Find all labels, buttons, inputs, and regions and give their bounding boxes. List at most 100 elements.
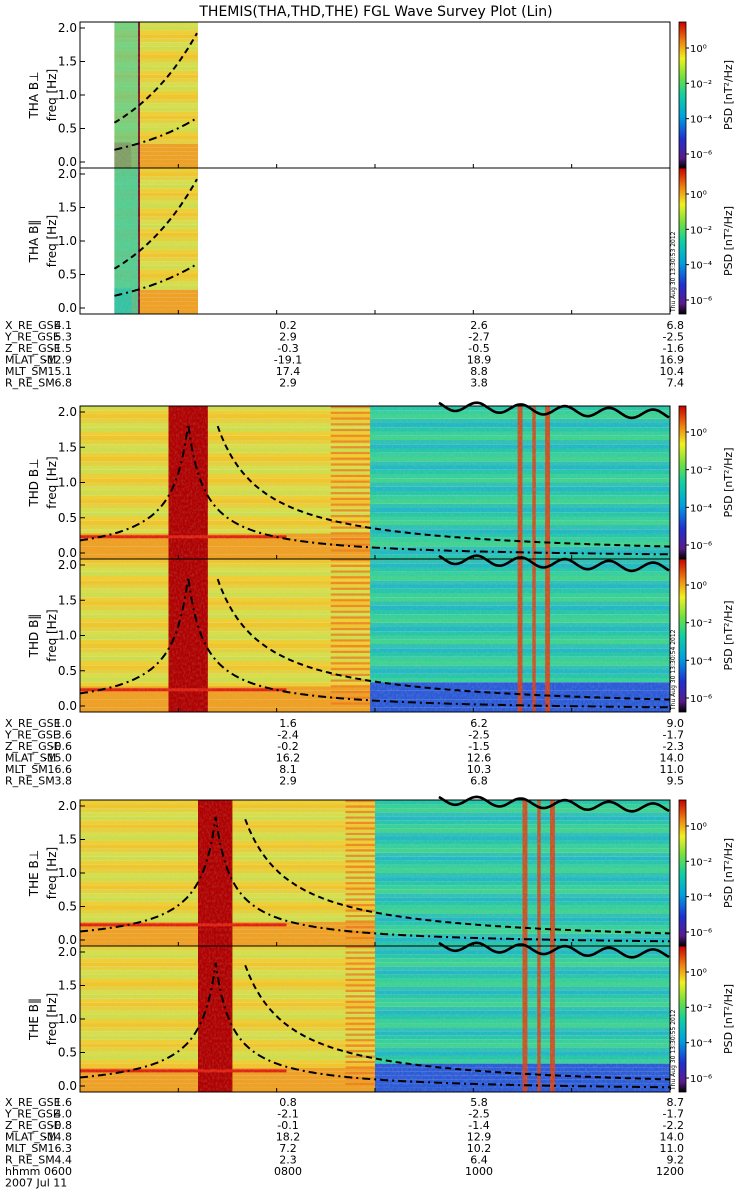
ephemeris-value: 6.8 (667, 319, 685, 332)
time-row-label: hhmm (5, 1165, 40, 1178)
colorbar-tick-label: 10⁻² (690, 1003, 712, 1014)
ephemeris-value: 4.4 (55, 1154, 73, 1167)
ephemeris-value: 2.9 (279, 775, 297, 788)
colorbar-label: PSD [nT²/Hz] (722, 447, 735, 517)
ephemeris-value: -2.4 (277, 729, 298, 742)
colorbar-tick-label: 10⁰ (690, 968, 707, 979)
date-label: 2007 Jul 11 (5, 1177, 67, 1190)
colorbar-tick-label: 10⁻⁴ (690, 115, 712, 126)
y-tick-label: 1.5 (58, 833, 77, 847)
ephemeris-value: 12.6 (467, 752, 492, 765)
ephemeris-label: Y_RE_GSE (4, 729, 60, 742)
y-tick-label: 0.0 (58, 933, 77, 947)
ephemeris-value: -1.5 (468, 740, 489, 753)
fce-half-curve (113, 178, 198, 270)
ephemeris-label: MLAT_SM (5, 752, 56, 765)
ephemeris-value: 5.8 (470, 1096, 488, 1109)
ephemeris-label: Z_RE_GSE (5, 740, 61, 753)
ephemeris-label: MLT_SM (5, 1142, 48, 1155)
y-tick-label: 1.5 (58, 979, 77, 993)
probe-the: 2.0 1.5 1.0 0.5 0.0 THE B⊥ freq [Hz] 2.0 1.5 1.0 0… (4, 795, 735, 1167)
y-tick-label: 0.0 (58, 546, 77, 560)
colorbar-tick-label: 10⁻² (690, 619, 712, 630)
colorbar-tick-label: 10⁻⁶ (690, 296, 712, 307)
colorbar (678, 945, 687, 1093)
colorbar-tick-label: 10⁻⁴ (690, 893, 712, 904)
colorbar-tick-label: 10⁻⁶ (690, 928, 712, 939)
y-tick-label: 2.0 (58, 405, 77, 419)
ephemeris-value: 0.8 (279, 1096, 297, 1109)
y-tick-label: 1.0 (58, 88, 77, 102)
ephemeris-value: 16.3 (48, 1142, 73, 1155)
ephemeris-value: 14.0 (660, 1131, 685, 1144)
ephemeris-value: -2.5 (468, 1108, 489, 1121)
y-tick-label: 2.0 (58, 21, 77, 35)
axis-label: freq [Hz] (45, 609, 59, 661)
time-axis: hhmm 0600 0800 1000 1200 2007 Jul 11 (5, 1165, 684, 1190)
colorbar-tick-label: 10⁻⁴ (690, 656, 712, 667)
ephemeris-value: 16.2 (276, 752, 301, 765)
ephemeris-value: 1.6 (279, 717, 297, 730)
y-tick-label: 1.5 (58, 593, 77, 607)
colorbar-label: PSD [nT²/Hz] (722, 838, 735, 908)
ephemeris-label: Y_RE_GSE (4, 1108, 60, 1121)
ephemeris-value: 8.1 (279, 763, 297, 776)
colorbar-tick-label: 10⁻⁶ (690, 150, 712, 161)
y-tick-label: 1.0 (58, 234, 77, 248)
colorbar-tick-label: 10⁻⁶ (690, 541, 712, 552)
ephemeris-value: -19.1 (274, 354, 302, 367)
colorbar (678, 558, 687, 713)
ephemeris-value: 7.4 (667, 377, 685, 390)
colorbar-label: PSD [nT²/Hz] (722, 984, 735, 1054)
ephemeris-value: 4.0 (55, 1108, 73, 1121)
ephemeris-value: -1.4 (468, 1119, 489, 1132)
ephemeris-label: R_RE_SM (5, 1154, 55, 1167)
ephemeris-value: 6.4 (470, 1154, 488, 1167)
ephemeris-value: -2.2 (663, 1119, 684, 1132)
colorbar (678, 167, 687, 315)
colorbar-tick-label: 10⁻² (690, 79, 712, 90)
ephemeris-value: 2.9 (279, 377, 297, 390)
ephemeris-value: 3.8 (470, 377, 488, 390)
y-tick-label: 0.5 (58, 268, 77, 282)
axis-label: freq [Hz] (45, 69, 59, 121)
ephemeris-value: 18.2 (276, 1131, 301, 1144)
ephemeris-value: -1.5 (51, 342, 72, 355)
ephemeris-value: -2.5 (663, 331, 684, 344)
ephemeris-value: -2.7 (468, 331, 489, 344)
psd-texture (80, 559, 670, 712)
colorbar-label: PSD [nT²/Hz] (722, 600, 735, 670)
y-tick-label: 2.0 (58, 558, 77, 572)
ephemeris-value: 9.5 (667, 775, 685, 788)
fce-half-curve (216, 425, 671, 548)
ephemeris-value: 3.6 (55, 729, 73, 742)
axis-label: freq [Hz] (45, 456, 59, 508)
ephemeris-value: 8.8 (470, 365, 488, 378)
y-tick-label: 0.5 (58, 1046, 77, 1060)
ephemeris-label: Y_RE_GSE (4, 331, 60, 344)
ephemeris-label: MLAT_SM (5, 354, 56, 367)
colorbar (678, 799, 687, 947)
colorbar-tick-label: 10⁻² (690, 466, 712, 477)
ephemeris-value: -2.1 (277, 1108, 298, 1121)
y-tick-label: 1.0 (58, 629, 77, 643)
ephemeris-value: 2.6 (470, 319, 488, 332)
psd-texture (80, 406, 670, 559)
y-tick-label: 0.5 (58, 900, 77, 914)
ephemeris-value: 4.1 (55, 319, 73, 332)
colorbar-label: PSD [nT²/Hz] (722, 60, 735, 130)
y-tick-label: 0.5 (58, 122, 77, 136)
colorbar-tick-label: 10⁻² (690, 857, 712, 868)
colorbar-tick-label: 10⁻⁴ (690, 261, 712, 272)
ephemeris-label: R_RE_SM (5, 377, 55, 390)
plasma-curve (438, 554, 670, 573)
ephemeris-label: MLAT_SM (5, 1131, 56, 1144)
ephemeris-label: X_RE_GSE (5, 717, 61, 730)
ephemeris-value: 9.0 (667, 717, 685, 730)
fce-curve (114, 117, 198, 151)
ephemeris-label: X_RE_GSE (5, 319, 61, 332)
time-tick-label: 1200 (656, 1165, 684, 1178)
colorbar-tick-label: 10⁰ (690, 428, 707, 439)
ephemeris-value: 1.0 (55, 717, 73, 730)
